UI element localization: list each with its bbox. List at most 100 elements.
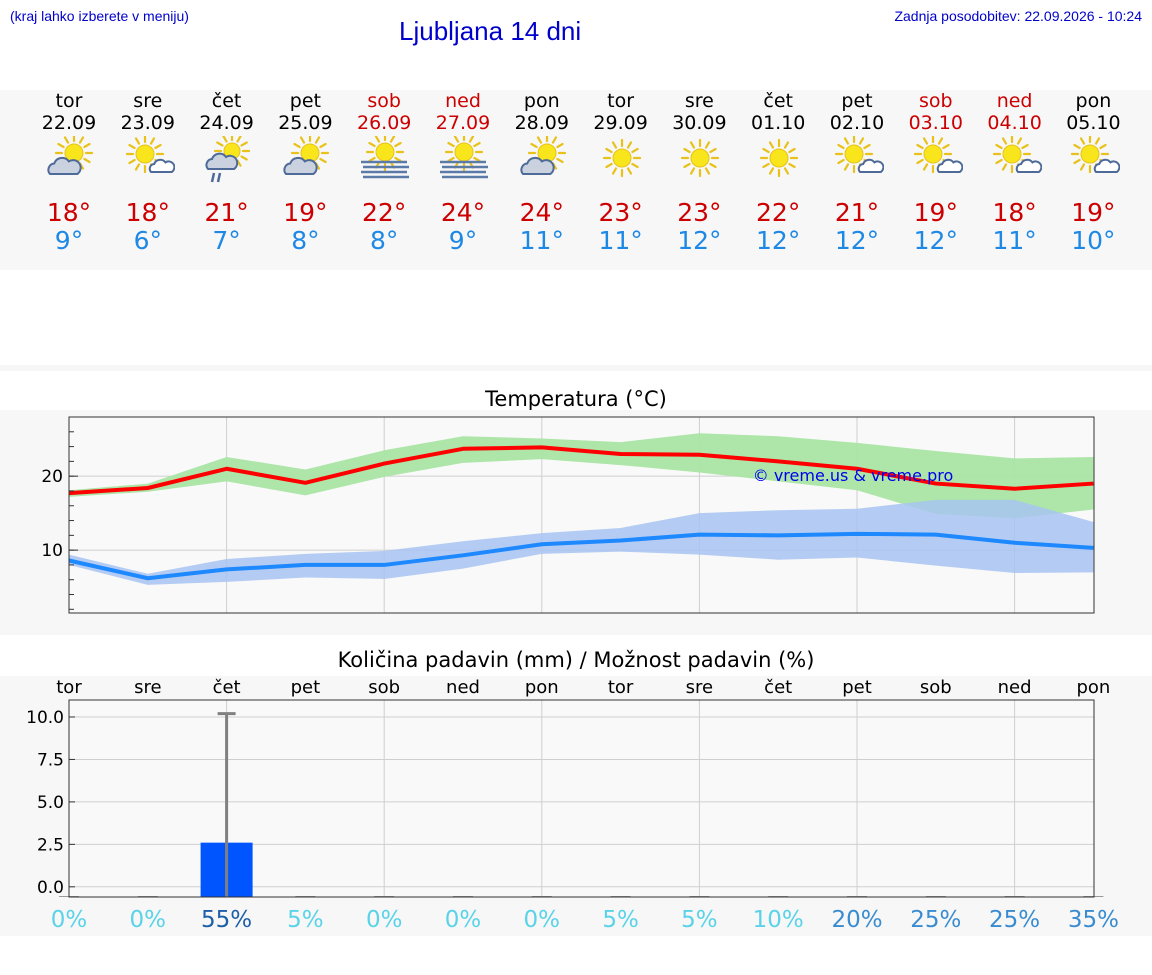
day-name: pon bbox=[1075, 90, 1112, 112]
precip-probability-label: 55% bbox=[201, 907, 252, 933]
day-date: 28.09 bbox=[514, 112, 569, 134]
category-label: čet bbox=[213, 677, 241, 698]
day-name: pet bbox=[841, 90, 873, 112]
precip-probability-label: 20% bbox=[831, 907, 882, 933]
precip-probability-label: 25% bbox=[989, 907, 1040, 933]
category-label: pon bbox=[525, 677, 559, 698]
temp-max: 23° bbox=[598, 198, 643, 227]
day-name: tor bbox=[607, 90, 635, 112]
precip-probability-label: 5% bbox=[602, 907, 639, 933]
temp-max: 21° bbox=[204, 198, 249, 227]
category-label: ned bbox=[446, 677, 480, 698]
temp-max: 22° bbox=[362, 198, 407, 227]
temp-min: 6° bbox=[133, 226, 162, 255]
temp-min: 7° bbox=[212, 226, 241, 255]
precipitation-chart-panel: tor sre čet pet sob ned pon tor sre čet pet sob ned p… bbox=[0, 676, 1152, 936]
precip-probability-label: 5% bbox=[287, 907, 324, 933]
day-name: sre bbox=[133, 90, 163, 112]
category-label: tor bbox=[608, 677, 634, 698]
category-label: tor bbox=[56, 677, 82, 698]
temp-min: 11° bbox=[519, 226, 564, 255]
day-date: 22.09 bbox=[41, 112, 97, 134]
day-date: 30.09 bbox=[672, 112, 727, 134]
sun-small-cloud-icon bbox=[123, 134, 176, 184]
temp-max: 21° bbox=[834, 198, 880, 227]
category-label: sre bbox=[134, 677, 161, 698]
sun-fog-icon bbox=[438, 132, 490, 184]
day-name: sob bbox=[919, 90, 953, 112]
y-tick-label: 7.5 bbox=[37, 750, 64, 770]
category-label: sre bbox=[686, 677, 713, 698]
temp-max: 22° bbox=[756, 198, 801, 227]
category-label: sob bbox=[368, 677, 400, 698]
temp-max: 19° bbox=[913, 198, 958, 227]
temperature-chart: 10 20 © vreme.us & vreme.pro bbox=[41, 416, 1095, 614]
day-name: sob bbox=[367, 90, 401, 112]
min-temp-line bbox=[68, 531, 1094, 581]
precip-probability-label: 0% bbox=[51, 907, 88, 933]
day-name: pon bbox=[523, 90, 560, 112]
day-date: 23.09 bbox=[120, 112, 175, 134]
precip-probability-label: 25% bbox=[910, 907, 961, 933]
day-name: ned bbox=[996, 90, 1033, 112]
sun-small-cloud-icon bbox=[990, 134, 1042, 184]
sun-icon bbox=[753, 136, 805, 184]
day-date: 04.10 bbox=[987, 112, 1042, 134]
temp-min: 12° bbox=[834, 226, 880, 255]
category-label: pon bbox=[1076, 677, 1110, 698]
y-tick-label: 20 bbox=[41, 467, 63, 487]
sun-fog-icon bbox=[359, 132, 411, 184]
sun-cloud-icon bbox=[517, 133, 569, 184]
day-date: 27.09 bbox=[435, 112, 491, 134]
temp-max: 18° bbox=[125, 198, 170, 227]
watermark-text: © vreme.us & vreme.pro bbox=[753, 466, 954, 485]
day-name: pet bbox=[289, 90, 321, 112]
y-tick-label: 5.0 bbox=[37, 793, 64, 813]
sun-small-cloud-icon bbox=[832, 134, 885, 184]
sun-small-cloud-icon bbox=[1068, 134, 1121, 184]
day-name: tor bbox=[55, 90, 83, 112]
sun-small-cloud-icon bbox=[911, 134, 964, 184]
temp-max: 24° bbox=[440, 198, 486, 227]
separator bbox=[0, 365, 1152, 371]
y-tick-label: 0.0 bbox=[37, 878, 64, 898]
temperature-chart-panel: 10 20 © vreme.us & vreme.pro bbox=[0, 410, 1152, 635]
y-tick-label: 10 bbox=[41, 541, 63, 561]
temp-min: 12° bbox=[913, 226, 958, 255]
precip-probability-label: 0% bbox=[445, 907, 482, 933]
temp-min: 8° bbox=[291, 226, 320, 255]
day-name: sre bbox=[684, 90, 714, 112]
precip-probability-label: 5% bbox=[681, 907, 718, 933]
sun-cloud-icon bbox=[280, 133, 332, 184]
location-hint: (kraj lahko izberete v meniju) bbox=[10, 8, 189, 24]
daily-forecast-strip: tor 22.09 18° 9° sre 23.09 18° 6° čet 24.09 21° 7° p… bbox=[0, 90, 1152, 270]
last-updated: Zadnja posodobitev: 22.09.2026 - 10:24 bbox=[894, 8, 1142, 24]
temp-min: 10° bbox=[1071, 226, 1116, 255]
sun-icon bbox=[596, 136, 648, 184]
temp-min: 8° bbox=[369, 226, 399, 255]
day-date: 01.10 bbox=[750, 112, 806, 134]
day-date: 02.10 bbox=[829, 112, 885, 134]
max-temp-range-band bbox=[69, 433, 1094, 519]
temp-min: 9° bbox=[54, 226, 84, 255]
day-date: 29.09 bbox=[593, 112, 648, 134]
day-date: 26.09 bbox=[356, 112, 412, 134]
precipitation-chart-title: Količina padavin (mm) / Možnost padavin … bbox=[337, 648, 815, 672]
day-date: 05.10 bbox=[1066, 112, 1121, 134]
temp-max: 18° bbox=[46, 198, 92, 227]
precip-probability-label: 0% bbox=[524, 907, 561, 933]
temp-max: 23° bbox=[677, 198, 722, 227]
temperature-chart-title: Temperatura (°C) bbox=[485, 387, 667, 411]
precip-probability-label: 0% bbox=[366, 907, 403, 933]
precipitation-chart: tor sre čet pet sob ned pon tor sre čet pet sob ned p… bbox=[26, 677, 1119, 933]
category-label: ned bbox=[998, 677, 1032, 698]
day-name: ned bbox=[445, 90, 481, 112]
precip-probability-label: 35% bbox=[1068, 907, 1119, 933]
day-date: 25.09 bbox=[278, 112, 333, 134]
sun-icon bbox=[674, 136, 726, 184]
category-label: čet bbox=[764, 677, 792, 698]
plot-frame bbox=[68, 699, 1095, 898]
category-label: pet bbox=[842, 677, 872, 698]
day-name: čet bbox=[763, 90, 793, 112]
temp-max: 19° bbox=[1071, 198, 1116, 227]
